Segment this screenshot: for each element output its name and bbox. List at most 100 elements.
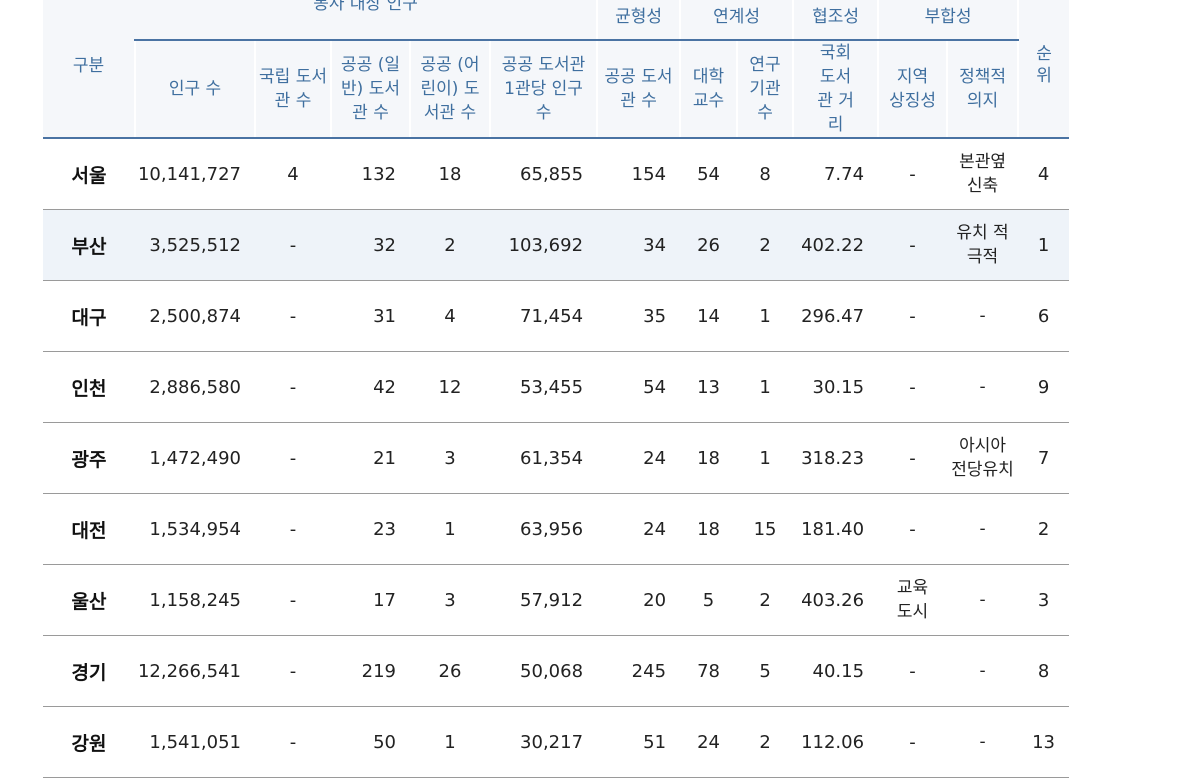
- header-symbolic-label: 지역 상징성: [889, 67, 936, 111]
- table-row: 강원 1,541,051 - 50 1 30,217 51 24 2 112.0…: [43, 706, 1069, 778]
- header-national-libraries-label: 국립 도서관 수: [259, 67, 327, 111]
- cell-rank: 4: [1018, 138, 1069, 210]
- cell-general: 23: [331, 493, 410, 565]
- table-row: 울산 1,158,245 - 17 3 57,912 20 5 2 403.26…: [43, 564, 1069, 636]
- header-professors-label: 대학 교수: [692, 67, 725, 111]
- header-balance-public: 공공 도서관 수: [596, 40, 681, 139]
- cell-national: -: [255, 635, 331, 707]
- cell-symbolic-text: -: [909, 376, 916, 398]
- table-row: 대구 2,500,874 - 31 4 71,454 35 14 1 296.4…: [43, 280, 1069, 352]
- cell-policy-text: 본관옆 신축: [959, 152, 1006, 196]
- cell-symbolic-text: -: [909, 660, 916, 682]
- cell-rank: 9: [1018, 351, 1069, 423]
- cell-population: 10,141,727: [135, 138, 255, 210]
- cell-population: 2,500,874: [135, 280, 255, 352]
- cell-policy-text: -: [979, 519, 986, 539]
- cell-public: 20: [597, 564, 681, 636]
- header-policy-label: 정책적 의지: [959, 67, 1006, 111]
- cell-distance: 112.06: [793, 706, 879, 778]
- cell-distance: 7.74: [793, 138, 879, 210]
- cell-professors: 18: [680, 422, 738, 494]
- cell-public: 245: [597, 635, 681, 707]
- cell-symbolic-text: -: [909, 447, 916, 469]
- cell-public: 35: [597, 280, 681, 352]
- row-region: 경기: [43, 635, 135, 707]
- table-row: 서울 10,141,727 4 132 18 65,855 154 54 8 7…: [43, 138, 1069, 210]
- header-symbolic: 지역 상징성: [877, 40, 948, 139]
- cell-rank: 8: [1018, 635, 1069, 707]
- cell-policy-text: -: [979, 732, 986, 752]
- cell-symbolic-text: -: [909, 518, 916, 540]
- cell-symbolic-text: -: [909, 731, 916, 753]
- cell-professors: 54: [680, 138, 738, 210]
- cell-professors: 5: [680, 564, 738, 636]
- cell-child: 2: [410, 209, 490, 281]
- header-group-linkage: 연계성: [679, 0, 794, 41]
- cell-population: 12,266,541: [135, 635, 255, 707]
- cell-general: 17: [331, 564, 410, 636]
- cell-symbolic: -: [878, 209, 948, 281]
- cell-professors: 18: [680, 493, 738, 565]
- cell-policy-text: 유치 적극적: [956, 223, 1009, 267]
- cell-professors: 78: [680, 635, 738, 707]
- cell-public: 51: [597, 706, 681, 778]
- cell-general: 32: [331, 209, 410, 281]
- cell-population: 1,534,954: [135, 493, 255, 565]
- cell-policy: -: [947, 280, 1019, 352]
- cell-symbolic: -: [878, 493, 948, 565]
- row-region: 부산: [43, 209, 135, 281]
- cell-per-library: 63,956: [490, 493, 598, 565]
- cell-symbolic-text: 교육 도시: [896, 578, 929, 622]
- row-region: 강원: [43, 706, 135, 778]
- cell-rank: 2: [1018, 493, 1069, 565]
- cell-per-library: 103,692: [490, 209, 598, 281]
- cell-per-library: 57,912: [490, 564, 598, 636]
- header-public-general-label: 공공 (일반) 도서관 수: [341, 55, 400, 123]
- cell-public: 24: [597, 422, 681, 494]
- cell-population: 1,541,051: [135, 706, 255, 778]
- cell-national: -: [255, 351, 331, 423]
- cell-national: -: [255, 564, 331, 636]
- cell-symbolic: -: [878, 706, 948, 778]
- cell-symbolic: -: [878, 351, 948, 423]
- table-body: 서울 10,141,727 4 132 18 65,855 154 54 8 7…: [43, 138, 1069, 778]
- header-per-library-label: 공공 도서관 1관당 인구 수: [501, 55, 586, 123]
- header-research: 연구 기관 수: [736, 40, 794, 139]
- cell-policy: 본관옆 신축: [947, 138, 1019, 210]
- cell-policy-text: 아시아 전당유치: [951, 436, 1014, 480]
- cell-policy: -: [947, 635, 1019, 707]
- header-distance: 국회 도서관 거리: [792, 40, 879, 139]
- cell-policy-text: -: [979, 590, 986, 610]
- cell-public: 154: [597, 138, 681, 210]
- cell-research: 5: [737, 635, 794, 707]
- row-region: 광주: [43, 422, 135, 494]
- row-region: 인천: [43, 351, 135, 423]
- header-public-child: 공공 (어린이) 도서관 수: [409, 40, 490, 139]
- cell-policy-text: -: [979, 661, 986, 681]
- cell-general: 31: [331, 280, 410, 352]
- table-header: 구분 봉사 대상 인구 균형성 연계성 협조성 부합성 순위 인구 수 국립 도…: [43, 0, 1069, 139]
- header-per-library: 공공 도서관 1관당 인구 수: [488, 40, 598, 139]
- header-public-child-label: 공공 (어린이) 도서관 수: [420, 55, 480, 123]
- cell-research: 2: [737, 706, 794, 778]
- cell-rank: 3: [1018, 564, 1069, 636]
- cell-symbolic-text: -: [909, 163, 916, 185]
- cell-symbolic: -: [878, 138, 948, 210]
- cell-research: 1: [737, 422, 794, 494]
- row-region: 서울: [43, 138, 135, 210]
- cell-professors: 26: [680, 209, 738, 281]
- cell-distance: 296.47: [793, 280, 879, 352]
- cell-symbolic: 교육 도시: [878, 564, 948, 636]
- library-location-table: 구분 봉사 대상 인구 균형성 연계성 협조성 부합성 순위 인구 수 국립 도…: [43, 0, 1069, 778]
- cell-per-library: 71,454: [490, 280, 598, 352]
- cell-public: 34: [597, 209, 681, 281]
- cell-research: 2: [737, 564, 794, 636]
- table-row: 대전 1,534,954 - 23 1 63,956 24 18 15 181.…: [43, 493, 1069, 565]
- cell-policy-text: -: [979, 306, 986, 326]
- cell-policy: 유치 적극적: [947, 209, 1019, 281]
- row-region: 대구: [43, 280, 135, 352]
- header-rank: 순위: [1017, 0, 1069, 139]
- cell-population: 3,525,512: [135, 209, 255, 281]
- cell-child: 1: [410, 706, 490, 778]
- library-table-container: 구분 봉사 대상 인구 균형성 연계성 협조성 부합성 순위 인구 수 국립 도…: [43, 0, 1069, 781]
